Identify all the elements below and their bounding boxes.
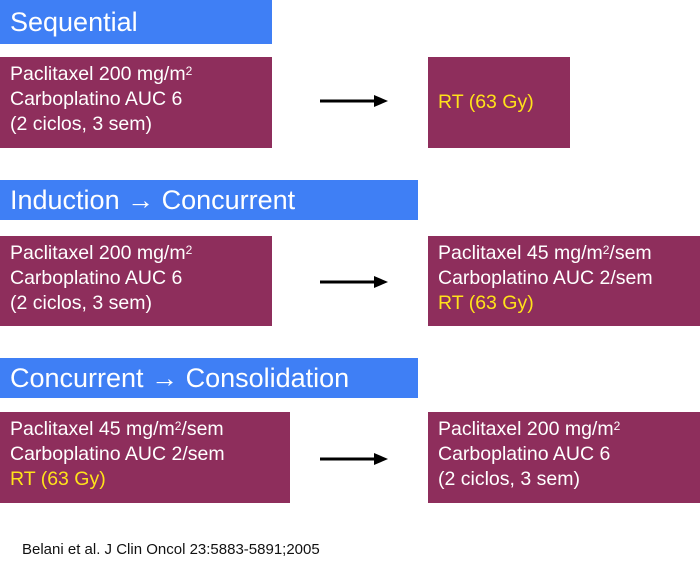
regimen-line: Paclitaxel 45 mg/m2/sem [438, 241, 700, 266]
regimen-text: Carboplatino AUC 2/sem [438, 267, 653, 289]
regimen-text: (2 ciclos, 3 sem) [438, 468, 580, 490]
arrow-right-icon [320, 276, 388, 288]
section-header-sequential: Sequential [0, 0, 272, 44]
regimen-text-suffix: /sem [181, 418, 224, 440]
regimen-text: Carboplatino AUC 6 [438, 443, 611, 465]
regimen-text: Paclitaxel 200 mg/m [438, 418, 614, 440]
arrow-right-icon [320, 453, 388, 465]
regimen-text: (2 ciclos, 3 sem) [10, 292, 152, 314]
regimen-line: (2 ciclos, 3 sem) [438, 467, 700, 492]
arrow-right-icon [320, 95, 388, 107]
regimen-text: RT (63 Gy) [10, 468, 106, 490]
regimen-text: RT (63 Gy) [438, 292, 534, 314]
regimen-text: Paclitaxel 200 mg/m [10, 242, 186, 264]
regimen-box-left: Paclitaxel 200 mg/m2 Carboplatino AUC 6 (2… [0, 236, 272, 326]
regimen-text: Carboplatino AUC 2/sem [10, 443, 225, 465]
regimen-line: Paclitaxel 200 mg/m2 [10, 62, 272, 87]
section-title: Sequential [10, 6, 138, 37]
regimen-line: Carboplatino AUC 6 [10, 87, 272, 112]
regimen-text: Paclitaxel 200 mg/m [10, 63, 186, 85]
regimen-box-right: Paclitaxel 45 mg/m2/sem Carboplatino AUC … [428, 236, 700, 326]
regimen-text: Carboplatino AUC 6 [10, 88, 183, 110]
regimen-line: Carboplatino AUC 6 [438, 442, 700, 467]
regimen-box-right: Paclitaxel 200 mg/m2 Carboplatino AUC 6 (2… [428, 412, 700, 503]
regimen-text: Carboplatino AUC 6 [10, 267, 183, 289]
regimen-text: RT (63 Gy) [438, 91, 534, 113]
section-header-concurrent-consolidation: Concurrent → Consolidation [0, 358, 418, 398]
regimen-line: RT (63 Gy) [10, 467, 290, 492]
regimen-line: Carboplatino AUC 2/sem [438, 266, 700, 291]
superscript: 2 [185, 64, 193, 78]
regimen-line: Paclitaxel 45 mg/m2/sem [10, 417, 290, 442]
regimen-box-left: Paclitaxel 200 mg/m2 Carboplatino AUC 6 (2… [0, 57, 272, 148]
regimen-line: Paclitaxel 200 mg/m2 [438, 417, 700, 442]
citation: Belani et al. J Clin Oncol 23:5883-5891;… [22, 541, 320, 558]
section-title: Induction → Concurrent [10, 184, 296, 215]
regimen-text: Paclitaxel 45 mg/m [10, 418, 175, 440]
superscript: 2 [613, 419, 621, 433]
regimen-line: RT (63 Gy) [438, 90, 570, 115]
regimen-line: (2 ciclos, 3 sem) [10, 291, 272, 316]
section-title: Concurrent → Consolidation [10, 362, 350, 393]
superscript: 2 [602, 243, 610, 257]
regimen-line: (2 ciclos, 3 sem) [10, 112, 272, 137]
superscript: 2 [174, 419, 182, 433]
regimen-text-suffix: /sem [609, 242, 652, 264]
regimen-text: Paclitaxel 45 mg/m [438, 242, 603, 264]
regimen-line: Paclitaxel 200 mg/m2 [10, 241, 272, 266]
section-header-induction-concurrent: Induction → Concurrent [0, 180, 418, 220]
superscript: 2 [185, 243, 193, 257]
regimen-box-right: RT (63 Gy) [428, 57, 570, 148]
regimen-line: Carboplatino AUC 2/sem [10, 442, 290, 467]
regimen-box-left: Paclitaxel 45 mg/m2/sem Carboplatino AUC … [0, 412, 290, 503]
regimen-line: Carboplatino AUC 6 [10, 266, 272, 291]
regimen-text: (2 ciclos, 3 sem) [10, 113, 152, 135]
regimen-line: RT (63 Gy) [438, 291, 700, 316]
